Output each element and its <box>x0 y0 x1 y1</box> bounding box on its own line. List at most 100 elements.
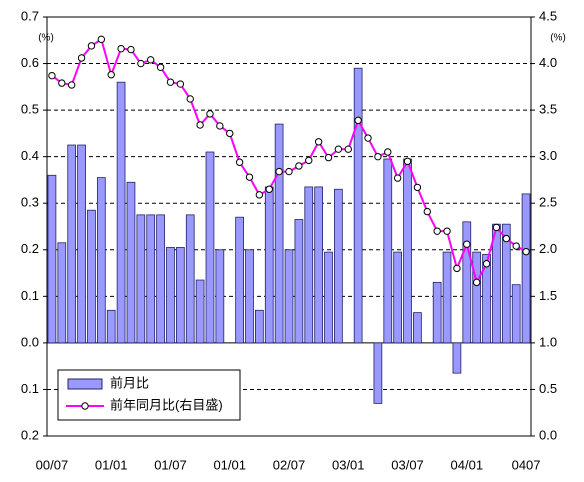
bar <box>195 279 205 344</box>
marker <box>344 145 352 153</box>
y2-unit: (%) <box>550 33 566 44</box>
marker <box>235 158 244 166</box>
bar <box>432 281 442 344</box>
marker <box>334 145 343 153</box>
bar <box>47 174 57 344</box>
marker <box>295 162 303 170</box>
marker <box>48 71 56 80</box>
bar <box>215 249 225 344</box>
bar <box>264 186 274 344</box>
y2-tick-label: 4.0 <box>539 55 557 70</box>
marker <box>166 78 175 86</box>
marker <box>384 148 392 156</box>
y-tick-label: 0.4 <box>21 148 39 163</box>
y2-tick-label: 0.0 <box>539 427 557 442</box>
marker <box>403 157 412 166</box>
y-tick-label: 0.2 <box>21 241 39 256</box>
bar <box>334 188 343 344</box>
marker <box>522 247 530 256</box>
marker <box>472 278 481 287</box>
y2-tick-label: 3.5 <box>539 102 557 117</box>
y2-tick-label: 0.5 <box>539 381 557 396</box>
marker <box>423 207 431 216</box>
bar <box>413 312 422 344</box>
bar <box>87 209 96 344</box>
marker <box>216 122 224 130</box>
marker <box>117 44 125 53</box>
bar <box>353 67 363 344</box>
bar <box>304 186 314 344</box>
marker <box>97 35 106 44</box>
bar <box>255 309 264 344</box>
bar <box>205 151 215 344</box>
bar <box>77 144 86 344</box>
bar <box>136 214 146 344</box>
x-tick-label: 04/01 <box>451 457 484 472</box>
marker <box>374 152 382 161</box>
marker <box>354 116 362 125</box>
marker <box>502 234 511 243</box>
bar <box>235 216 244 344</box>
marker <box>482 260 491 268</box>
y2-tick-label: 4.5 <box>539 8 557 23</box>
marker <box>453 264 461 273</box>
bar <box>462 221 472 344</box>
marker <box>255 191 264 199</box>
marker <box>147 56 155 64</box>
bar <box>156 214 165 344</box>
bar <box>116 81 126 344</box>
bar <box>482 254 491 344</box>
marker <box>196 121 204 129</box>
bar <box>245 249 254 344</box>
x-tick-label: 01/01 <box>95 457 128 472</box>
bar <box>284 249 294 344</box>
marker <box>265 185 273 193</box>
marker <box>492 223 501 232</box>
marker <box>324 153 333 162</box>
bar <box>501 223 511 344</box>
bar <box>403 158 412 344</box>
legend-label: 前年同月比(右目盛) <box>110 397 223 412</box>
bar <box>521 193 531 344</box>
marker <box>285 167 293 176</box>
marker <box>206 110 214 118</box>
marker <box>127 45 135 54</box>
x-tick-label: 01/07 <box>154 457 187 472</box>
bar <box>146 214 156 344</box>
bar <box>324 251 333 344</box>
x-tick-label: 02/07 <box>273 457 306 472</box>
marker <box>58 79 66 87</box>
y-tick-label: 0.0 <box>21 334 39 349</box>
x-tick-label: 03/07 <box>391 457 424 472</box>
plot-frame <box>46 16 532 437</box>
marker <box>137 59 145 68</box>
x-tick-label: 01/01 <box>213 457 246 472</box>
legend-swatch <box>67 378 103 390</box>
bar <box>472 251 482 344</box>
y-tick-label: 0.3 <box>21 195 39 210</box>
y-tick-label: 0.1 <box>21 288 39 303</box>
y-unit: (%) <box>38 33 54 44</box>
bar <box>175 247 185 344</box>
marker <box>314 138 323 146</box>
legend-label: 前月比 <box>110 375 149 390</box>
marker <box>107 71 115 79</box>
marker <box>364 134 372 142</box>
bar <box>106 309 116 344</box>
bar <box>126 181 136 344</box>
y2-tick-label: 1.5 <box>539 288 557 303</box>
marker <box>433 227 441 235</box>
marker <box>245 173 254 181</box>
marker <box>443 227 451 235</box>
y-tick-label: 0.1 <box>21 381 39 396</box>
legend-box <box>57 369 241 421</box>
bar <box>274 123 284 344</box>
marker <box>512 242 520 250</box>
bar <box>492 223 501 344</box>
marker <box>156 63 165 71</box>
y2-tick-label: 1.0 <box>539 334 557 349</box>
x-tick-label: 00/07 <box>36 457 69 472</box>
bar <box>442 251 452 344</box>
x-tick-label: 0407 <box>512 457 541 472</box>
